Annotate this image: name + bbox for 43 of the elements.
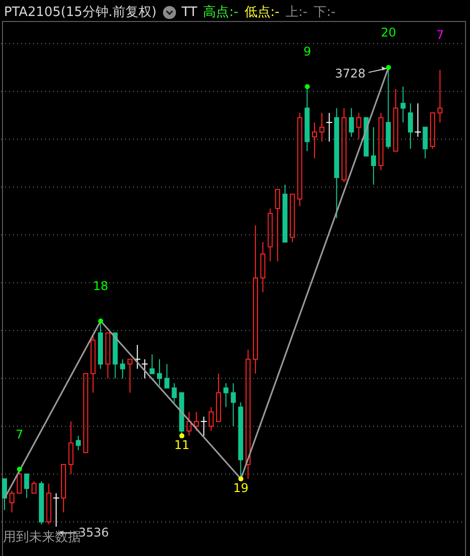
candlestick [230,382,236,427]
text: TT [182,4,198,20]
annotation: 9 [303,44,312,59]
annotation: 7 [436,28,444,42]
candlestick [208,406,214,432]
candlestick [157,358,162,386]
point [16,466,22,472]
candlestick [260,242,266,293]
candlestick [348,108,354,138]
candlestick [334,108,340,219]
candlestick [246,349,251,480]
point [179,433,184,438]
annotation: 3728 [334,66,366,80]
point [304,84,310,90]
candlestick [172,382,177,403]
point [238,476,244,482]
text: 上:- [285,4,308,21]
chart-title: PTA2105(15分钟.前复权) [4,4,157,21]
annotation: 用到未来数据 [3,530,81,546]
candlestick [252,224,258,374]
text: 下:- [313,4,336,21]
candlestick [223,382,228,408]
annotation: 20 [380,25,396,40]
candlestick [268,208,273,262]
candlestick [186,411,192,436]
candlestick [437,69,442,123]
annotation: 19 [233,480,249,495]
candlestick [371,126,376,186]
price-callout: 3728 [334,66,387,80]
candlestick [304,86,310,152]
annotation: 3536 [78,526,109,540]
annotation: 7 [16,427,24,442]
candlestick [319,112,324,142]
point [98,318,104,324]
candlestick [312,122,317,159]
annotation: 18 [93,278,108,293]
text: 高点:- [203,4,238,21]
text: 低点:- [244,4,280,21]
candlestick [400,86,406,123]
candlestick [68,420,74,475]
candlestick [408,102,413,150]
point [386,64,391,70]
annotation: 11 [174,438,190,452]
